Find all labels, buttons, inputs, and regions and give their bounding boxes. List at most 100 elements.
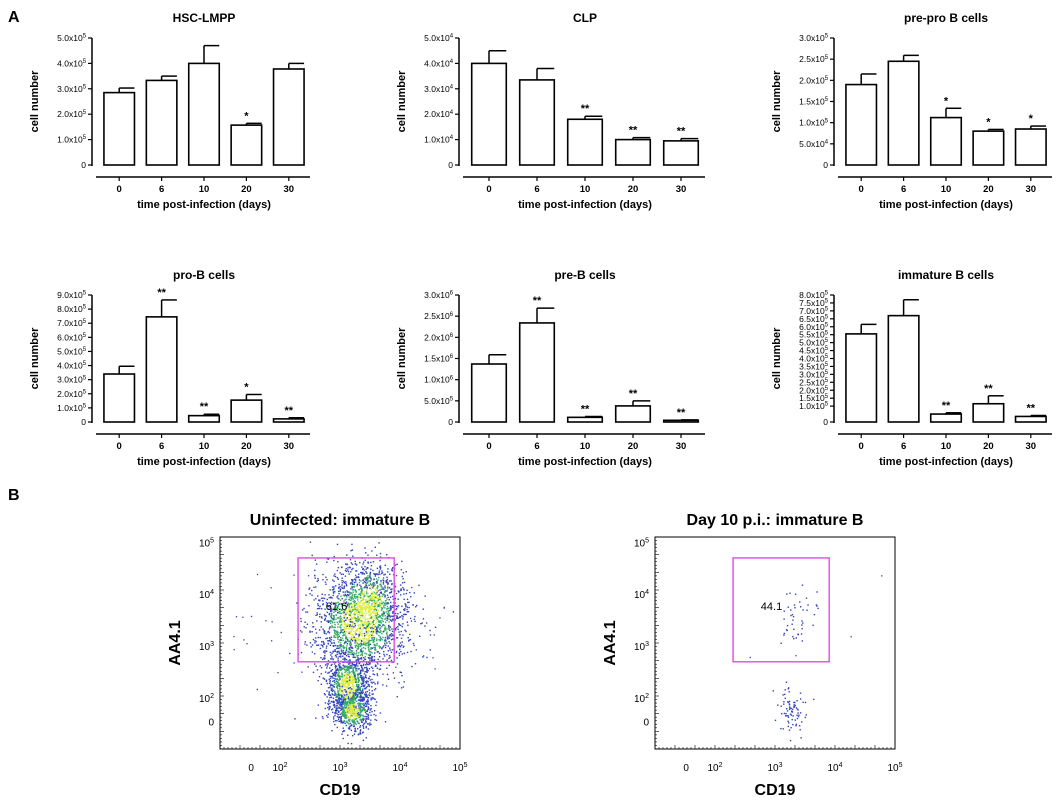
event-dot [376, 633, 378, 635]
event-dot [780, 727, 782, 730]
event-dot [357, 625, 360, 627]
event-dot [373, 658, 376, 661]
bar [972, 402, 1005, 423]
event-dot [365, 579, 368, 581]
event-dot [370, 586, 372, 589]
event-dot [320, 626, 322, 628]
bar [972, 130, 1005, 166]
event-dot [390, 588, 392, 591]
event-dot [359, 584, 361, 586]
event-dot [376, 597, 378, 599]
event-dot [369, 583, 372, 586]
event-dot [349, 596, 351, 598]
event-dot [347, 613, 350, 616]
event-dot [344, 683, 346, 685]
event-dot [355, 708, 357, 711]
event-dot [332, 588, 335, 591]
event-dot [347, 623, 349, 625]
event-dot [364, 705, 367, 708]
event-dot [364, 584, 367, 586]
event-dot [337, 673, 340, 675]
y-tick-label: 4.0x105 [799, 354, 829, 364]
event-dot [361, 654, 364, 657]
event-dot [370, 708, 372, 710]
event-dot [367, 654, 370, 656]
event-dot [304, 643, 306, 645]
event-dot [338, 650, 340, 653]
event-dot [300, 620, 302, 623]
event-dot [337, 595, 339, 597]
event-dot [341, 631, 344, 634]
event-dot [339, 608, 341, 610]
event-dot [371, 693, 373, 695]
event-dot [356, 656, 358, 658]
event-dot [373, 625, 376, 627]
event-dot [357, 648, 359, 650]
event-dot [806, 609, 808, 611]
event-dot [370, 622, 373, 625]
event-dot [387, 602, 390, 605]
y-axis-label: cell number [396, 327, 408, 389]
event-dot [377, 610, 380, 612]
event-dot [399, 611, 402, 614]
event-dot [336, 712, 338, 715]
event-dot [388, 614, 391, 617]
event-dot [407, 601, 409, 604]
event-dot [339, 590, 341, 592]
event-dot [372, 640, 375, 642]
event-dot [367, 562, 369, 564]
event-dot [373, 697, 375, 700]
event-dot [340, 645, 343, 648]
event-dot [351, 583, 354, 586]
bar [929, 413, 963, 423]
event-dot [354, 663, 356, 666]
event-dot [381, 572, 384, 574]
event-dot [358, 709, 361, 712]
event-dot [363, 573, 365, 575]
event-dot [338, 621, 341, 623]
event-dot [366, 710, 369, 712]
event-dot [356, 709, 359, 712]
event-dot [374, 605, 376, 607]
event-dot [345, 567, 347, 570]
event-dot [348, 648, 350, 650]
event-dot [377, 625, 380, 627]
event-dot [335, 602, 338, 604]
event-dot [369, 573, 372, 576]
event-dot [795, 637, 797, 639]
event-dot [344, 711, 346, 713]
event-dot [328, 639, 331, 642]
event-dot [337, 605, 340, 607]
event-dot [359, 686, 361, 688]
event-dot [345, 707, 347, 709]
event-dot [791, 613, 794, 616]
event-dot [335, 683, 337, 685]
event-dot [338, 587, 340, 589]
event-dot [344, 602, 347, 605]
event-dot [355, 689, 357, 692]
event-dot [355, 668, 357, 670]
event-dot [322, 600, 324, 602]
event-dot [337, 597, 339, 600]
event-dot [363, 677, 365, 679]
event-dot [342, 698, 344, 700]
event-dot [370, 577, 372, 580]
event-dot [359, 711, 361, 713]
event-dot [385, 640, 387, 642]
event-dot [363, 673, 366, 675]
event-dot [339, 698, 341, 701]
event-dot [366, 723, 369, 725]
event-dot [340, 639, 342, 641]
event-dot [353, 717, 355, 720]
event-dot [408, 601, 410, 604]
event-dot [361, 591, 363, 593]
event-dot [337, 718, 340, 720]
event-dot [342, 693, 345, 695]
event-dot [347, 688, 349, 691]
event-dot [350, 702, 353, 704]
event-dot [351, 663, 354, 665]
event-dot [366, 626, 368, 629]
event-dot [364, 623, 367, 626]
event-dot [367, 700, 369, 703]
event-dot [345, 717, 347, 720]
